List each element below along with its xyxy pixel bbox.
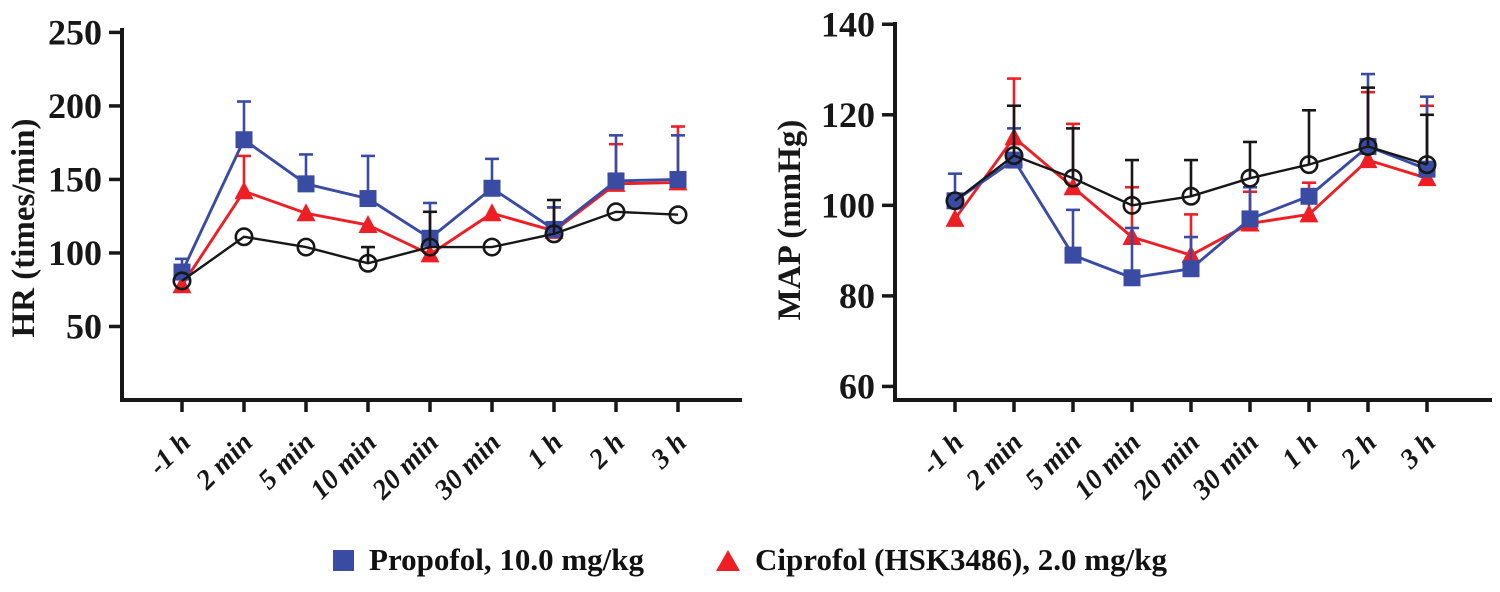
svg-text:1 h: 1 h: [521, 427, 569, 475]
svg-text:100: 100: [48, 233, 102, 273]
propofol-square-marker-icon: [333, 549, 355, 571]
legend: Propofol, 10.0 mg/kg Ciprofol (HSK3486),…: [0, 542, 1500, 578]
svg-text:3 h: 3 h: [644, 427, 692, 475]
legend-item-propofol: Propofol, 10.0 mg/kg: [333, 542, 644, 578]
svg-text:2 min: 2 min: [190, 427, 259, 496]
svg-text:2 h: 2 h: [582, 427, 630, 475]
svg-text:250: 250: [48, 12, 102, 52]
ciprofol-triangle-marker-icon: [716, 549, 741, 571]
legend-item-ciprofol: Ciprofol (HSK3486), 2.0 mg/kg: [716, 542, 1167, 578]
svg-text:-1 h: -1 h: [143, 427, 197, 481]
svg-text:30 min: 30 min: [428, 427, 507, 506]
svg-text:10 min: 10 min: [304, 427, 383, 506]
svg-text:50: 50: [66, 306, 102, 346]
propofol-legend-label: Propofol, 10.0 mg/kg: [369, 542, 645, 577]
svg-text:200: 200: [48, 86, 102, 126]
hr-axis-title: HR (times/min): [6, 118, 42, 337]
svg-text:150: 150: [48, 159, 102, 199]
ciprofol-legend-label: Ciprofol (HSK3486), 2.0 mg/kg: [755, 542, 1167, 577]
svg-text:20 min: 20 min: [366, 427, 445, 506]
